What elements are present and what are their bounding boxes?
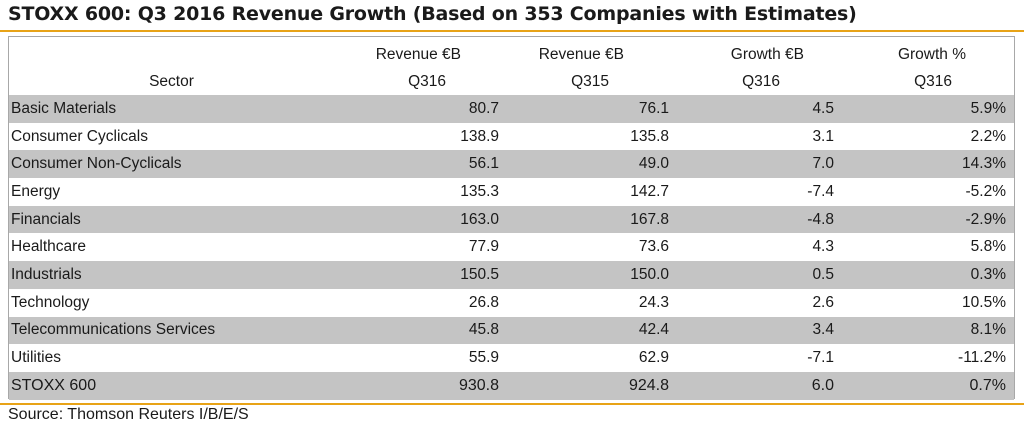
- growth-pct-cell: -5.2%: [965, 182, 1007, 200]
- header-sector-top: [9, 37, 334, 68]
- rev-q315-cell: 24.3: [638, 293, 669, 311]
- growth-eur-cell: 7.0: [812, 155, 834, 173]
- revenue-growth-table: Revenue €B Revenue €B Growth €B Growth %…: [9, 37, 1014, 400]
- sector-cell: Healthcare: [11, 238, 86, 256]
- growth-pct-cell: 10.5%: [962, 293, 1006, 311]
- growth-eur-cell: 2.6: [812, 293, 834, 311]
- growth-pct-cell: 14.3%: [962, 155, 1006, 173]
- rev-q315-cell: 135.8: [630, 127, 669, 145]
- growth-pct-cell: 2.2%: [970, 127, 1006, 145]
- table-body: Basic Materials 80.7 76.1 4.5 5.9% Consumer C…: [9, 95, 1014, 400]
- growth-eur-cell: 3.1: [812, 127, 834, 145]
- rev-q316-cell: 26.8: [468, 293, 499, 311]
- growth-eur-cell: -4.8: [807, 210, 834, 228]
- table-row: Consumer Cyclicals 138.9 135.8 3.1 2.2%: [9, 123, 1014, 151]
- table-row: Utilities 55.9 62.9 -7.1 -11.2%: [9, 344, 1014, 372]
- sector-cell: Industrials: [11, 265, 82, 283]
- sector-cell: Consumer Non-Cyclicals: [11, 155, 182, 173]
- rev-q316-cell: 138.9: [460, 127, 499, 145]
- growth-eur-cell: 4.3: [812, 238, 834, 256]
- rev-q315-cell: 142.7: [630, 182, 669, 200]
- growth-pct-cell: -2.9%: [965, 210, 1007, 228]
- sector-cell: Telecommunications Services: [11, 321, 216, 339]
- rev-q315-cell: 73.6: [638, 238, 669, 256]
- header-growth-eur: Growth €B: [730, 45, 804, 63]
- table-row: Technology 26.8 24.3 2.6 10.5%: [9, 289, 1014, 317]
- rev-q315-cell: 150.0: [630, 265, 669, 283]
- rev-q315-cell: 62.9: [638, 349, 669, 367]
- sector-cell: Utilities: [11, 349, 61, 367]
- growth-pct-cell: -11.2%: [958, 349, 1006, 367]
- rev-q315-cell: 49.0: [638, 155, 669, 173]
- rev-q315-cell: 924.8: [628, 376, 669, 394]
- growth-pct-cell: 0.3%: [970, 265, 1006, 283]
- table-row: Basic Materials 80.7 76.1 4.5 5.9%: [9, 95, 1014, 123]
- sector-cell: STOXX 600: [11, 376, 97, 394]
- growth-eur-cell: -7.1: [807, 349, 834, 367]
- growth-pct-cell: 5.8%: [970, 238, 1006, 256]
- rev-q315-cell: 167.8: [630, 210, 669, 228]
- chart-title: STOXX 600: Q3 2016 Revenue Growth (Based…: [8, 3, 857, 25]
- rev-q316-cell: 55.9: [468, 349, 499, 367]
- sector-cell: Basic Materials: [11, 99, 117, 117]
- rev-q316-cell: 930.8: [458, 376, 499, 394]
- sector-cell: Technology: [11, 293, 90, 311]
- growth-eur-cell: -7.4: [807, 182, 834, 200]
- rev-q315-cell: 76.1: [638, 99, 669, 117]
- growth-pct-cell: 5.9%: [970, 99, 1006, 117]
- growth-eur-cell: 6.0: [811, 376, 834, 394]
- rev-q316-cell: 45.8: [468, 321, 499, 339]
- table-row: Telecommunications Services 45.8 42.4 3.4 8.…: [9, 316, 1014, 345]
- sector-cell: Financials: [11, 210, 81, 228]
- growth-eur-cell: 4.5: [812, 99, 834, 117]
- subheader-growth-pct: Q316: [914, 72, 952, 90]
- subheader-rev-q315: Q315: [571, 72, 609, 90]
- header-row-top: Revenue €B Revenue €B Growth €B Growth %: [9, 37, 1014, 68]
- rev-q316-cell: 56.1: [468, 155, 499, 173]
- table-row: Energy 135.3 142.7 -7.4 -5.2%: [9, 178, 1014, 206]
- header-sector: Sector: [149, 72, 194, 90]
- growth-pct-cell: 0.7%: [969, 376, 1006, 394]
- subheader-rev-q316: Q316: [408, 72, 446, 90]
- sector-cell: Consumer Cyclicals: [11, 127, 148, 145]
- header-row-bottom: Sector Q316 Q315 Q316 Q316: [9, 68, 1014, 95]
- sector-cell: Energy: [11, 182, 61, 200]
- rev-q316-cell: 135.3: [460, 182, 499, 200]
- header-rev-q315: Revenue €B: [538, 45, 624, 63]
- title-underline: [0, 30, 1024, 32]
- table-row: Industrials 150.5 150.0 0.5 0.3%: [9, 261, 1014, 289]
- source-rule: [0, 403, 1024, 405]
- growth-eur-cell: 3.4: [812, 321, 834, 339]
- rev-q316-cell: 150.5: [460, 265, 499, 283]
- rev-q316-cell: 163.0: [460, 210, 499, 228]
- growth-eur-cell: 0.5: [812, 265, 834, 283]
- table-row: Consumer Non-Cyclicals 56.1 49.0 7.0 14.3%: [9, 150, 1014, 179]
- table-frame: [8, 36, 1015, 399]
- subheader-growth-eur: Q316: [742, 72, 780, 90]
- rev-q315-cell: 42.4: [638, 321, 669, 339]
- table-row: Financials 163.0 167.8 -4.8 -2.9%: [9, 205, 1014, 234]
- rev-q316-cell: 80.7: [468, 99, 499, 117]
- source-note: Source: Thomson Reuters I/B/E/S: [8, 406, 249, 423]
- header-rev-q316: Revenue €B: [375, 45, 461, 63]
- growth-pct-cell: 8.1%: [970, 321, 1006, 339]
- header-growth-pct: Growth %: [897, 45, 966, 63]
- rev-q316-cell: 77.9: [468, 238, 499, 256]
- table-row: Healthcare 77.9 73.6 4.3 5.8%: [9, 233, 1014, 261]
- total-row: STOXX 600 930.8 924.8 6.0 0.7%: [9, 371, 1014, 400]
